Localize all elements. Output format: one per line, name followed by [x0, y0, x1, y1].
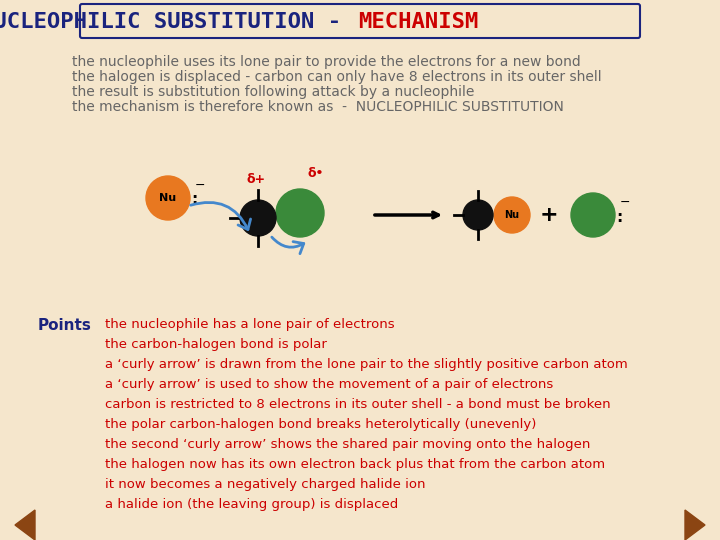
Circle shape: [571, 193, 615, 237]
Text: :: :: [191, 192, 197, 206]
Text: the polar carbon-halogen bond breaks heterolytically (unevenly): the polar carbon-halogen bond breaks het…: [105, 418, 536, 431]
Text: δ+: δ+: [246, 173, 266, 186]
Text: the nucleophile has a lone pair of electrons: the nucleophile has a lone pair of elect…: [105, 318, 395, 331]
Text: −: −: [620, 195, 631, 208]
Text: MECHANISM: MECHANISM: [358, 12, 478, 32]
Text: a ‘curly arrow’ is drawn from the lone pair to the slightly positive carbon atom: a ‘curly arrow’ is drawn from the lone p…: [105, 358, 628, 371]
Text: a halide ion (the leaving group) is displaced: a halide ion (the leaving group) is disp…: [105, 498, 398, 511]
Circle shape: [240, 200, 276, 236]
Text: the second ‘curly arrow’ shows the shared pair moving onto the halogen: the second ‘curly arrow’ shows the share…: [105, 438, 590, 451]
FancyBboxPatch shape: [80, 4, 640, 38]
Text: Nu: Nu: [159, 193, 176, 203]
Text: the carbon-halogen bond is polar: the carbon-halogen bond is polar: [105, 338, 327, 351]
Polygon shape: [15, 510, 35, 540]
Text: the halogen is displaced - carbon can only have 8 electrons in its outer shell: the halogen is displaced - carbon can on…: [72, 70, 602, 84]
Polygon shape: [685, 510, 705, 540]
Circle shape: [146, 176, 190, 220]
Circle shape: [276, 189, 324, 237]
Text: the nucleophile uses its lone pair to provide the electrons for a new bond: the nucleophile uses its lone pair to pr…: [72, 55, 581, 69]
Text: the result is substitution following attack by a nucleophile: the result is substitution following att…: [72, 85, 474, 99]
Circle shape: [463, 200, 493, 230]
Text: the mechanism is therefore known as  -  NUCLEOPHILIC SUBSTITUTION: the mechanism is therefore known as - NU…: [72, 100, 564, 114]
Text: it now becomes a negatively charged halide ion: it now becomes a negatively charged hali…: [105, 478, 426, 491]
Circle shape: [494, 197, 530, 233]
Text: NUCLEOPHILIC SUBSTITUTION -: NUCLEOPHILIC SUBSTITUTION -: [0, 12, 355, 32]
Text: δ•: δ•: [308, 167, 325, 180]
FancyArrowPatch shape: [191, 202, 251, 230]
Text: the halogen now has its own electron back plus that from the carbon atom: the halogen now has its own electron bac…: [105, 458, 605, 471]
FancyArrowPatch shape: [272, 237, 304, 254]
Text: :: :: [616, 210, 622, 225]
Text: Nu: Nu: [505, 210, 520, 220]
Text: carbon is restricted to 8 electrons in its outer shell - a bond must be broken: carbon is restricted to 8 electrons in i…: [105, 398, 611, 411]
Text: +: +: [540, 205, 558, 225]
Text: a ‘curly arrow’ is used to show the movement of a pair of electrons: a ‘curly arrow’ is used to show the move…: [105, 378, 553, 391]
Text: Points: Points: [38, 318, 92, 333]
Text: −: −: [195, 179, 205, 192]
